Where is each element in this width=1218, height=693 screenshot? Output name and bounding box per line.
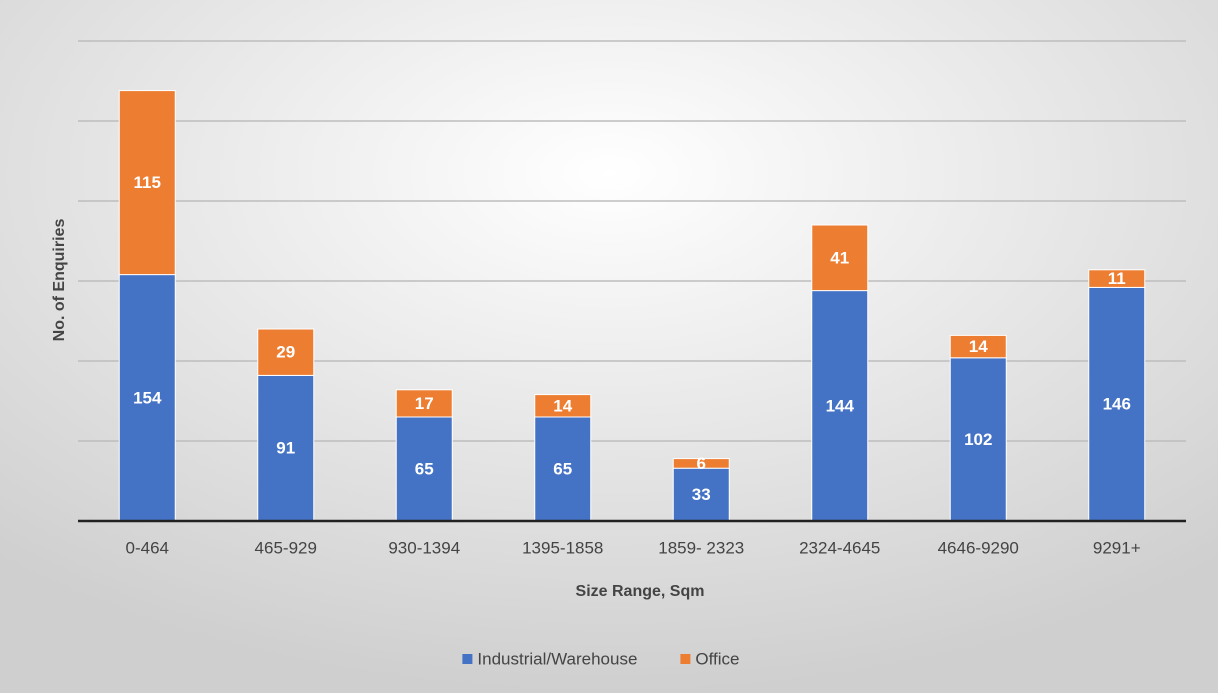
x-tick-label: 1859- 2323 [658,538,744,557]
x-tick-label: 2324-4645 [799,538,880,557]
data-label: 29 [276,343,295,362]
data-label: 146 [1103,395,1131,414]
x-tick-label: 1395-1858 [522,538,603,557]
data-label: 102 [964,430,992,449]
data-label: 17 [415,394,434,413]
data-label: 144 [826,396,855,415]
x-tick-label: 0-464 [126,538,169,557]
bar-segment [1088,269,1146,288]
data-label: 41 [830,248,849,267]
bar-segment [534,394,592,418]
x-tick-label: 9291+ [1093,538,1141,557]
legend-label: Office [695,649,739,668]
bar-segment [811,224,869,292]
legend-swatch [462,654,473,664]
data-label: 11 [1108,269,1126,288]
bar-segment [118,90,176,276]
data-label: 91 [276,439,295,458]
x-tick-label: 930-1394 [388,538,460,557]
legend-swatch [680,654,691,664]
data-label: 33 [692,485,711,504]
y-axis-title: No. of Enquiries [51,219,68,342]
x-tick-label: 465-929 [255,538,317,557]
data-label: 14 [553,396,572,415]
bar-segment [395,389,453,418]
bar-segment [949,334,1007,359]
bar-segment [672,458,730,469]
data-label: 65 [415,459,434,478]
data-label: 115 [134,173,161,192]
bar-segment [118,274,176,522]
x-axis-title: Size Range, Sqm [576,583,705,600]
bar-segment [811,290,869,522]
x-tick-label: 4646-9290 [938,538,1019,557]
data-label: 6 [697,454,706,473]
bar-segment [949,357,1007,522]
bar-segment [257,328,315,376]
data-label: 65 [553,459,572,478]
data-label: 154 [133,388,162,407]
bar-segment [672,467,730,522]
legend-label: Industrial/Warehouse [477,649,637,668]
data-label: 14 [969,337,988,356]
